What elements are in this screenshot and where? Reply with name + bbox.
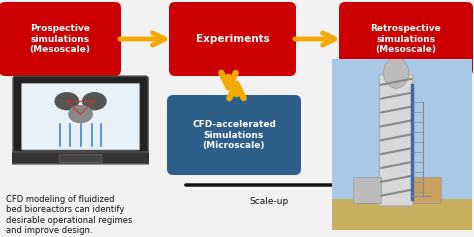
Bar <box>332 199 472 230</box>
Text: Prospective
simulations
(Mesoscale): Prospective simulations (Mesoscale) <box>29 24 91 54</box>
Text: CFD-accelerated
Simulations
(Microscale): CFD-accelerated Simulations (Microscale) <box>192 120 276 150</box>
Circle shape <box>69 106 92 123</box>
FancyBboxPatch shape <box>339 2 473 76</box>
Text: Experiments: Experiments <box>196 34 269 44</box>
FancyBboxPatch shape <box>379 75 413 206</box>
FancyBboxPatch shape <box>167 95 301 175</box>
Text: Scale-up: Scale-up <box>249 197 289 206</box>
FancyBboxPatch shape <box>59 155 102 162</box>
FancyBboxPatch shape <box>0 2 121 76</box>
FancyBboxPatch shape <box>10 152 151 164</box>
FancyBboxPatch shape <box>21 83 140 150</box>
Bar <box>353 177 381 203</box>
Bar <box>413 177 441 203</box>
Text: CFD modeling of fluidized
bed bioreactors can identify
desirable operational reg: CFD modeling of fluidized bed bioreactor… <box>6 195 132 235</box>
Text: Retrospective
simulations
(Mesoscale): Retrospective simulations (Mesoscale) <box>371 24 441 54</box>
FancyBboxPatch shape <box>13 76 148 156</box>
Circle shape <box>82 93 106 110</box>
FancyBboxPatch shape <box>169 2 296 76</box>
Circle shape <box>383 58 409 88</box>
Circle shape <box>55 93 79 110</box>
